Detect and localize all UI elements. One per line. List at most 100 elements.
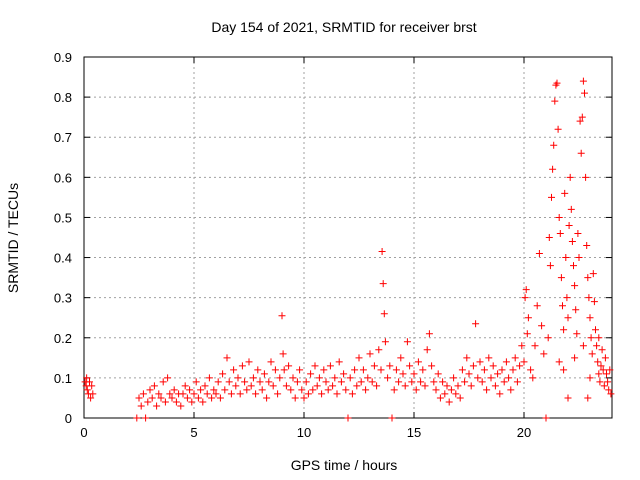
data-point xyxy=(599,366,607,374)
data-point xyxy=(584,274,592,282)
data-point xyxy=(581,89,588,97)
data-point xyxy=(588,350,596,358)
data-point xyxy=(511,354,519,362)
data-point xyxy=(362,386,370,394)
data-point xyxy=(604,378,612,386)
data-point xyxy=(368,378,376,386)
data-point xyxy=(546,262,554,270)
data-point xyxy=(208,394,216,402)
data-point xyxy=(199,398,207,406)
data-point xyxy=(582,173,590,181)
data-point xyxy=(392,366,400,374)
data-point xyxy=(548,193,555,201)
data-point xyxy=(483,386,491,394)
data-point xyxy=(579,77,587,85)
data-point xyxy=(370,362,378,370)
data-point xyxy=(447,386,455,394)
data-point xyxy=(258,386,266,394)
data-point xyxy=(274,390,282,398)
data-point xyxy=(476,358,484,366)
data-point xyxy=(461,378,469,386)
data-point xyxy=(564,314,572,322)
data-point xyxy=(570,262,577,270)
data-point xyxy=(523,330,531,338)
data-point xyxy=(565,221,573,229)
data-point xyxy=(557,274,565,282)
data-point xyxy=(395,378,403,386)
data-point xyxy=(161,398,169,406)
y-tick-label: 0.7 xyxy=(54,130,72,145)
data-point xyxy=(148,394,156,402)
data-point xyxy=(584,394,592,402)
data-point xyxy=(194,394,202,402)
data-point xyxy=(441,390,449,398)
data-point xyxy=(89,390,97,398)
y-tick-label: 0.3 xyxy=(54,291,72,306)
data-point xyxy=(593,342,601,350)
data-point xyxy=(575,254,583,262)
data-point xyxy=(586,374,594,382)
x-tick-label: 5 xyxy=(190,425,197,440)
data-point xyxy=(353,382,361,390)
data-point xyxy=(313,382,321,390)
data-point xyxy=(564,394,572,402)
data-point xyxy=(340,370,348,378)
data-point xyxy=(300,394,308,402)
data-point xyxy=(502,358,510,366)
data-point xyxy=(291,394,299,402)
data-point xyxy=(380,310,388,318)
data-point xyxy=(463,354,471,362)
data-point xyxy=(434,370,442,378)
data-point xyxy=(417,378,425,386)
data-point xyxy=(450,374,458,382)
grid-lines xyxy=(84,57,612,418)
x-tick-label: 15 xyxy=(407,425,421,440)
data-point xyxy=(480,366,488,374)
data-point xyxy=(439,378,447,386)
data-point xyxy=(563,294,571,302)
data-point xyxy=(522,286,530,294)
x-tick-labels: 0 5 10 15 20 xyxy=(80,425,531,440)
data-point xyxy=(324,386,332,394)
data-point xyxy=(487,374,495,382)
data-point xyxy=(399,370,407,378)
data-point xyxy=(344,414,352,422)
data-point xyxy=(86,378,93,386)
y-tick-label: 0.5 xyxy=(54,210,72,225)
data-point xyxy=(390,386,398,394)
data-point xyxy=(571,354,579,362)
data-point xyxy=(256,378,264,386)
data-point xyxy=(230,366,238,374)
data-point xyxy=(589,270,597,278)
data-point xyxy=(489,362,497,370)
data-point xyxy=(346,374,354,382)
data-point xyxy=(331,374,339,382)
data-point xyxy=(388,414,396,422)
data-point xyxy=(282,382,290,390)
y-tick-label: 0 xyxy=(65,411,72,426)
chart-title: Day 154 of 2021, SRMTID for receiver brs… xyxy=(211,19,476,35)
data-point xyxy=(364,374,372,382)
data-point xyxy=(293,378,301,386)
data-point xyxy=(579,342,587,350)
data-point xyxy=(520,358,528,366)
data-point xyxy=(137,402,145,410)
data-point xyxy=(509,366,517,374)
data-point xyxy=(430,378,438,386)
data-point xyxy=(83,386,91,394)
data-point xyxy=(513,378,521,386)
data-point xyxy=(304,390,312,398)
data-point xyxy=(607,390,615,398)
data-point xyxy=(384,374,392,382)
data-point xyxy=(172,398,180,406)
data-point xyxy=(594,358,602,366)
y-tick-labels: 0 0.1 0.2 0.3 0.4 0.5 0.6 0.7 0.8 0.9 xyxy=(54,50,72,426)
data-point xyxy=(518,342,526,350)
data-point xyxy=(214,378,222,386)
data-point xyxy=(491,382,499,390)
data-point xyxy=(205,374,213,382)
data-point xyxy=(555,213,563,221)
data-point xyxy=(428,362,436,370)
data-point xyxy=(280,366,288,374)
data-point xyxy=(559,302,566,310)
